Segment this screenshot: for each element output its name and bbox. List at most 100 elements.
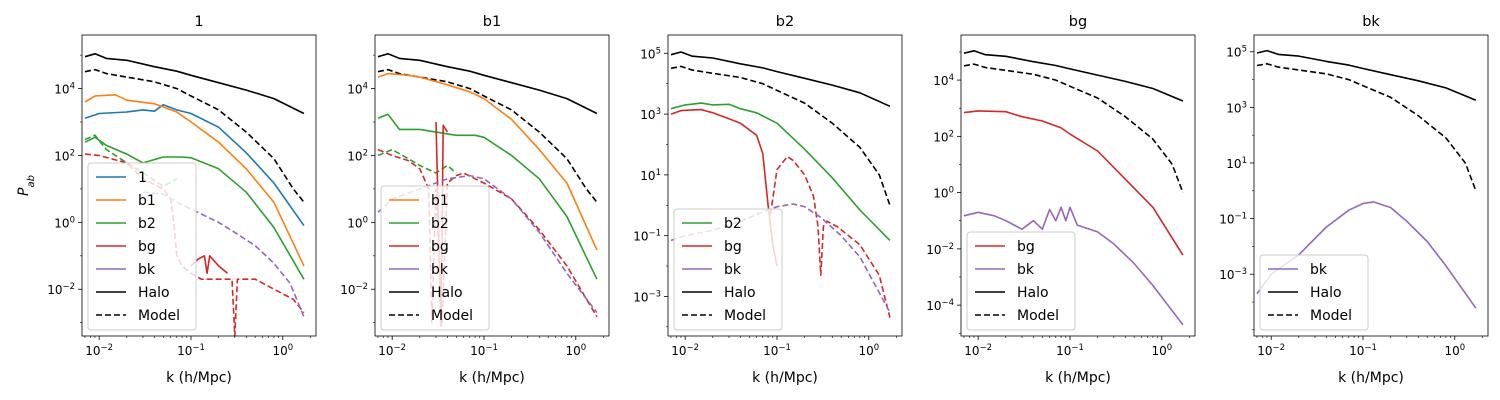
legend-label: Model [138,308,180,324]
legend-label: Halo [724,285,756,301]
panel-3: bg 10−2 10−1 100 10−4 10−2 100 102 104 k (h/Mpc) b… [926,14,1196,386]
legend: bg bk Halo Model [966,231,1076,331]
legend-label: bk [138,262,156,278]
legend-box [1259,254,1369,331]
legend-label: b2 [724,216,742,232]
x-tick-label: 10−2 [378,343,406,358]
y-tick-label: 100 [933,186,954,201]
series-line-1 [963,63,1184,193]
series-line-0 [1256,49,1477,102]
panel-title: bg [1069,14,1087,30]
panel-0: 1 10−2 10−1 100 10−2 100 102 104 k (h/Mpc) Pab 1 b1… [16,14,317,386]
series-line-2 [963,110,1184,256]
legend-box [380,185,490,331]
x-axis-label: k (h/Mpc) [459,370,525,386]
series-line-1 [84,68,305,203]
legend-label: bk [431,262,449,278]
series-line-2 [377,72,598,251]
legend-label: Halo [1310,285,1342,301]
legend-label: Halo [431,285,463,301]
x-axis-label: k (h/Mpc) [1338,370,1404,386]
x-tick-label: 100 [565,343,586,358]
axes-frame [1253,34,1489,337]
x-tick-label: 10−1 [470,343,498,358]
series-line-3 [963,206,1184,326]
series-line-7 [377,174,598,314]
legend-label: bg [1017,239,1035,255]
y-tick-label: 102 [933,129,954,144]
legend: b1 b2 bg bk Halo Model [380,185,490,331]
axes-frame [667,34,903,337]
x-tick-label: 10−1 [763,343,791,358]
legend-label: Model [1017,308,1059,324]
x-tick-label: 10−2 [85,343,113,358]
panel-4: bk 10−2 10−1 100 10−3 10−1 101 103 105 k (h/Mpc) b… [1219,14,1489,386]
y-tick-label: 10−1 [633,229,661,244]
x-tick-label: 100 [858,343,879,358]
y-tick-label: 10−2 [47,282,75,297]
series-line-0 [670,51,891,108]
legend-label: b2 [431,216,449,232]
legend: b2 bg bk Halo Model [673,208,783,331]
y-tick-label: 10−3 [633,289,661,304]
x-axis-label: k (h/Mpc) [166,370,232,386]
series-line-0 [84,53,305,115]
y-tick-label: 105 [640,46,661,61]
series-line-4 [769,155,891,318]
series-line-7 [190,255,229,275]
series-line-5 [84,134,178,188]
legend-label: bk [1310,262,1328,278]
legend: 1 b1 b2 bg bk Halo Model [87,162,197,331]
legend: bk Halo Model [1259,254,1369,331]
legend-label: bg [431,239,449,255]
legend-label: bk [724,262,742,278]
legend-box [673,208,783,331]
series-line-2 [670,102,891,241]
y-tick-label: 104 [54,82,75,97]
y-tick-label: 10−4 [926,298,954,313]
y-tick-label: 104 [347,82,368,97]
x-tick-label: 10−1 [177,343,205,358]
x-tick-label: 100 [1151,343,1172,358]
series-line-4 [84,136,305,280]
legend-label: Model [1310,308,1352,324]
x-axis-label: k (h/Mpc) [752,370,818,386]
x-tick-label: 10−1 [1056,343,1084,358]
x-tick-label: 10−2 [964,343,992,358]
legend-label: bk [1017,262,1035,278]
series-line-2 [84,103,305,227]
series-line-4 [377,148,457,174]
y-axis-label: Pab [16,175,37,196]
axes-frame [960,34,1196,337]
series-line-3 [377,113,598,280]
panel-title: bk [1362,14,1380,30]
series-line-3 [84,94,305,267]
legend-box [966,231,1076,331]
panel-title: 1 [194,14,203,30]
y-tick-label: 10−2 [926,242,954,257]
y-tick-label: 104 [933,73,954,88]
y-tick-label: 103 [1226,100,1247,115]
series-line-0 [377,53,598,115]
x-tick-label: 100 [272,343,293,358]
x-tick-label: 100 [1444,343,1465,358]
y-tick-label: 102 [347,148,368,163]
series-line-1 [1256,63,1477,192]
y-tick-label: 105 [1226,45,1247,60]
y-tick-label: 10−2 [340,282,368,297]
panel-2: b2 10−2 10−1 100 10−3 10−1 101 103 105 k (h/Mpc) b… [633,14,903,386]
y-tick-label: 101 [640,168,661,183]
axes-frame [374,34,610,337]
x-tick-label: 10−2 [1257,343,1285,358]
legend-label: Halo [1017,285,1049,301]
axes-frame [81,34,317,337]
y-tick-label: 100 [54,215,75,230]
x-axis-label: k (h/Mpc) [1045,370,1111,386]
legend-label: bg [724,239,742,255]
legend-label: b1 [138,193,156,209]
legend-label: Model [431,308,473,324]
y-tick-label: 10−3 [1219,267,1247,282]
x-tick-label: 10−2 [671,343,699,358]
